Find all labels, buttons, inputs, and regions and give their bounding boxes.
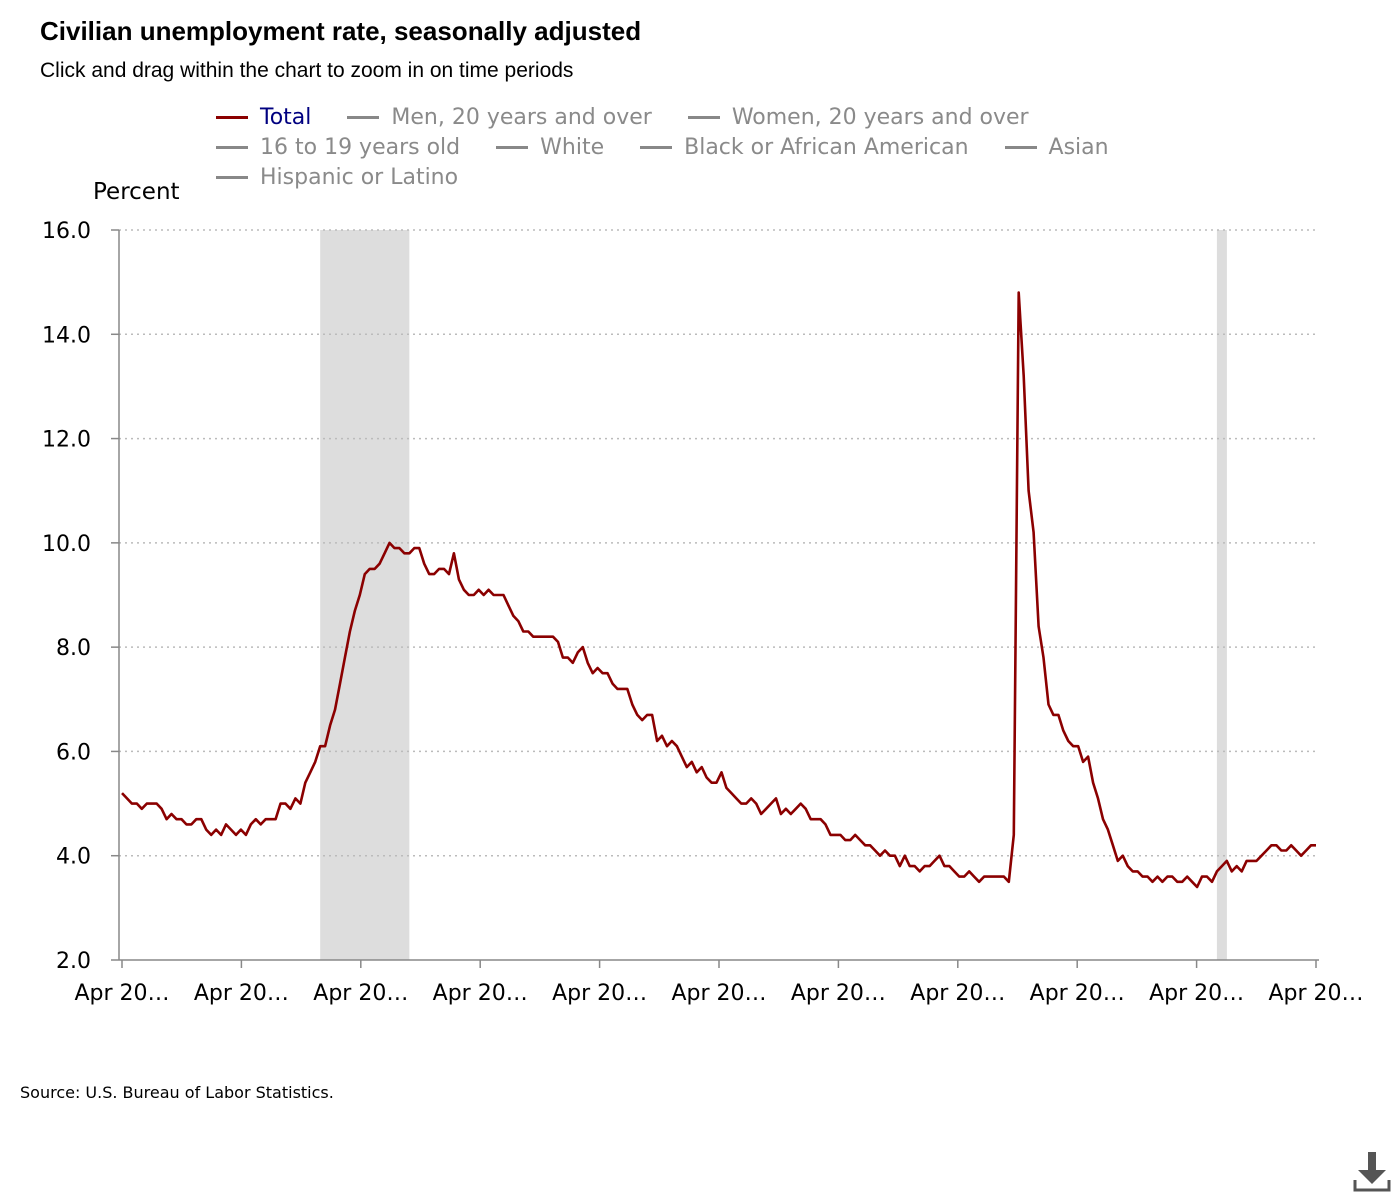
legend-row: 16 to 19 years old White Black or African … (216, 132, 1216, 162)
y-tick-label: 14.0 (42, 323, 91, 348)
legend-label: Total (260, 104, 312, 130)
legend-swatch (1004, 145, 1037, 149)
legend-label: Black or African American (684, 134, 969, 160)
legend-item[interactable]: Men, 20 years and over (347, 104, 652, 130)
recession-band (320, 230, 410, 960)
download-icon[interactable] (1352, 1150, 1392, 1192)
legend-swatch (347, 115, 380, 119)
x-tick-label: Apr 20… (1149, 981, 1244, 1006)
x-tick-label: Apr 20… (791, 981, 886, 1006)
x-tick-label: Apr 20… (1030, 981, 1125, 1006)
x-tick-label: Apr 20… (910, 981, 1005, 1006)
y-tick-label: 16.0 (42, 219, 91, 244)
recession-band (1216, 230, 1227, 960)
y-tick-label: 4.0 (56, 845, 91, 870)
legend-label: Men, 20 years and over (391, 104, 652, 130)
x-tick-label: Apr 20… (552, 981, 647, 1006)
legend-item[interactable]: Total (216, 105, 311, 130)
legend-swatch (216, 175, 248, 179)
x-tick-label: Apr 20… (433, 981, 528, 1006)
legend-row: Total Men, 20 years and over Women, 20 yea… (216, 102, 1216, 132)
legend-swatch (640, 145, 673, 149)
y-tick-label: 2.0 (56, 949, 91, 974)
chart-legend: Total Men, 20 years and over Women, 20 yea… (216, 102, 1216, 192)
x-tick-label: Apr 20… (194, 981, 289, 1006)
legend-item[interactable]: Hispanic or Latino (216, 165, 458, 190)
legend-swatch (216, 145, 248, 149)
legend-item[interactable]: Asian (1004, 134, 1109, 160)
y-tick-label: 12.0 (42, 428, 91, 453)
legend-item[interactable]: White (496, 135, 604, 160)
legend-label: Women, 20 years and over (731, 104, 1029, 130)
x-tick-label: Apr 20… (1268, 981, 1363, 1006)
source-note: Source: U.S. Bureau of Labor Statistics. (20, 1083, 334, 1102)
legend-label: White (540, 134, 605, 160)
legend-label: Hispanic or Latino (260, 164, 459, 190)
x-tick-label: Apr 20… (671, 981, 766, 1006)
legend-swatch (496, 145, 529, 149)
legend-row: Hispanic or Latino (216, 162, 1216, 192)
legend-swatch (216, 115, 248, 119)
y-axis-label: Percent (93, 179, 180, 205)
y-tick-label: 10.0 (42, 532, 91, 557)
y-tick-label: 6.0 (56, 740, 91, 765)
legend-label: 16 to 19 years old (260, 134, 461, 160)
legend-item[interactable]: 16 to 19 years old (216, 135, 460, 160)
legend-swatch (687, 115, 720, 119)
x-tick-label: Apr 20… (313, 981, 408, 1006)
legend-item[interactable]: Black or African American (640, 134, 969, 160)
y-tick-label: 8.0 (56, 636, 91, 661)
x-tick-label: Apr 20… (74, 981, 169, 1006)
chart-subtitle: Click and drag within the chart to zoom … (40, 59, 574, 82)
chart-title: Civilian unemployment rate, seasonally a… (40, 16, 642, 46)
legend-item[interactable]: Women, 20 years and over (687, 104, 1029, 130)
series-line-total[interactable] (121, 291, 1316, 889)
legend-label: Asian (1048, 134, 1109, 160)
